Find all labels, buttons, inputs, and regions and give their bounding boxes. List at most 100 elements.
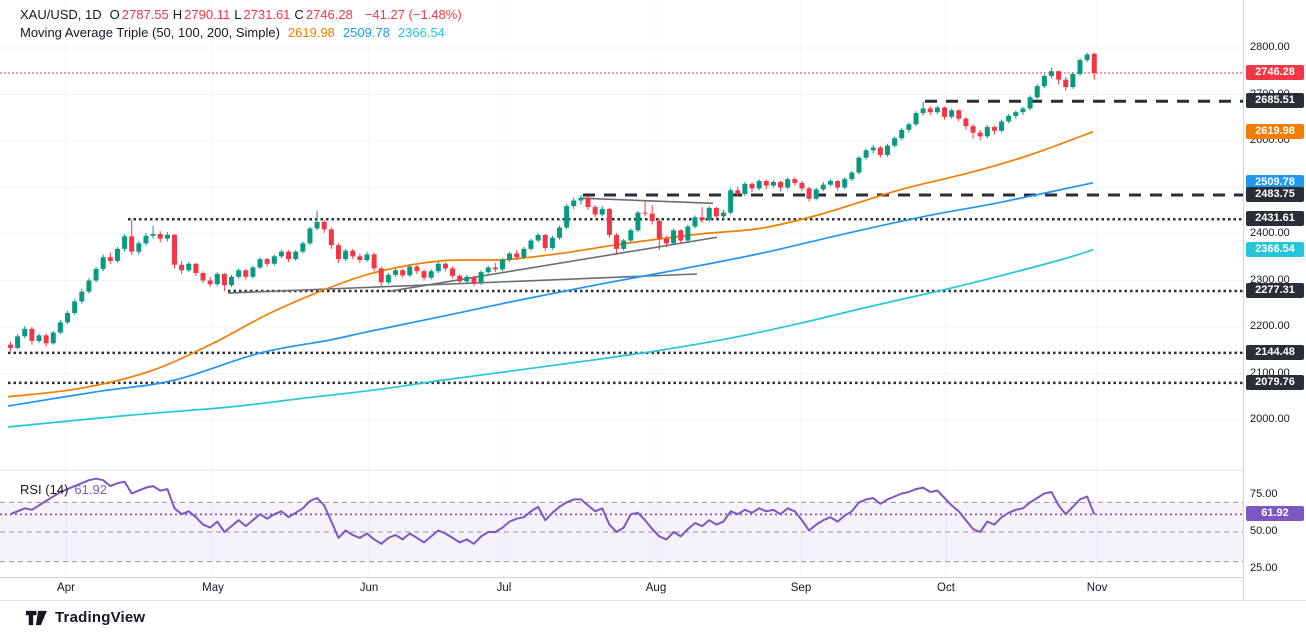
ma-100-line[interactable] [7, 181, 1094, 407]
candle-body[interactable] [671, 230, 677, 244]
candle-body[interactable] [820, 184, 826, 190]
candle-body[interactable] [649, 213, 655, 221]
candle-body[interactable] [578, 197, 584, 201]
candle-body[interactable] [314, 221, 320, 229]
candle-body[interactable] [827, 180, 833, 185]
candle-body[interactable] [136, 243, 142, 252]
candle-body[interactable] [400, 270, 406, 276]
candle-body[interactable] [86, 280, 92, 292]
candle-body[interactable] [870, 147, 876, 151]
candle-body[interactable] [214, 273, 220, 285]
candle-body[interactable] [592, 207, 598, 215]
candle-body[interactable] [499, 260, 505, 270]
candle-body[interactable] [371, 254, 377, 269]
candle-body[interactable] [428, 271, 434, 278]
candle-body[interactable] [599, 208, 605, 215]
candle-body[interactable] [328, 229, 334, 246]
candle-body[interactable] [706, 207, 712, 221]
rsi-title[interactable]: RSI (14) [20, 482, 69, 497]
candle-body[interactable] [856, 157, 862, 173]
candle-body[interactable] [849, 172, 855, 180]
candle-body[interactable] [29, 328, 35, 341]
candle-body[interactable] [606, 208, 612, 235]
candle-body[interactable] [892, 138, 898, 146]
candle-body[interactable] [471, 276, 477, 284]
candle-body[interactable] [806, 188, 812, 199]
candle-body[interactable] [635, 212, 641, 231]
candle-body[interactable] [414, 266, 420, 272]
candle-body[interactable] [642, 212, 648, 214]
candle-body[interactable] [278, 251, 284, 257]
candle-body[interactable] [970, 126, 976, 133]
candle-body[interactable] [621, 240, 627, 249]
chart-panes[interactable]: XAU/USD, 1D O 2787.55 H 2790.11 L 2731.61 C 274… [0, 0, 1243, 601]
candle-body[interactable] [286, 251, 292, 260]
candle-body[interactable] [942, 107, 948, 117]
candle-body[interactable] [1077, 60, 1083, 75]
candle-body[interactable] [1034, 86, 1040, 98]
candle-body[interactable] [728, 190, 734, 213]
candle-body[interactable] [15, 336, 21, 348]
candle-body[interactable] [1020, 108, 1026, 113]
time-axis[interactable]: Apr May Jun Jul Aug Sep Oct Nov [0, 577, 1243, 601]
candle-body[interactable] [991, 127, 997, 131]
candle-body[interactable] [927, 108, 933, 113]
candle-body[interactable] [842, 179, 848, 188]
candle-body[interactable] [179, 264, 185, 271]
candle-body[interactable] [549, 237, 555, 248]
candle-body[interactable] [799, 182, 805, 189]
candle-body[interactable] [164, 234, 170, 239]
candle-body[interactable] [143, 235, 149, 244]
candle-body[interactable] [628, 230, 634, 241]
candle-body[interactable] [785, 179, 791, 188]
candle-body[interactable] [72, 301, 78, 314]
candle-body[interactable] [357, 256, 363, 261]
price-axis[interactable]: 2800.002700.002600.002400.002300.002200.… [1243, 0, 1306, 600]
candle-body[interactable] [421, 271, 427, 278]
candle-body[interactable] [763, 180, 769, 186]
candle-body[interactable] [457, 275, 463, 282]
ma-50-line[interactable] [7, 130, 1094, 398]
candle-body[interactable] [43, 335, 49, 344]
candle-body[interactable] [114, 248, 120, 261]
candle-body[interactable] [57, 322, 63, 333]
candle-body[interactable] [1091, 53, 1097, 73]
ma-legend-row[interactable]: Moving Average Triple (50, 100, 200, Sim… [20, 24, 462, 42]
candle-body[interactable] [157, 234, 163, 239]
candle-body[interactable] [50, 332, 56, 344]
candle-body[interactable] [385, 274, 391, 283]
candle-body[interactable] [107, 257, 113, 261]
candle-body[interactable] [271, 256, 277, 264]
candle-body[interactable] [1006, 115, 1012, 122]
candle-body[interactable] [243, 270, 249, 277]
candle-body[interactable] [906, 124, 912, 130]
candle-body[interactable] [1056, 71, 1062, 80]
tradingview-logo[interactable]: TradingView [26, 609, 145, 626]
candle-body[interactable] [913, 113, 919, 125]
candle-body[interactable] [1048, 71, 1054, 76]
candle-body[interactable] [335, 245, 341, 260]
candle-body[interactable] [393, 270, 399, 275]
candle-body[interactable] [442, 263, 448, 269]
candle-body[interactable] [678, 230, 684, 241]
candle-body[interactable] [350, 250, 356, 257]
candle-body[interactable] [186, 263, 192, 271]
candle-body[interactable] [65, 313, 71, 323]
candle-body[interactable] [150, 234, 156, 236]
trendline[interactable] [389, 236, 718, 292]
candle-body[interactable] [963, 118, 969, 127]
candle-body[interactable] [293, 251, 299, 260]
candle-body[interactable] [171, 234, 177, 265]
candle-body[interactable] [778, 181, 784, 188]
candle-body[interactable] [535, 234, 541, 241]
candle-body[interactable] [1070, 74, 1076, 88]
candle-body[interactable] [492, 267, 498, 270]
candle-body[interactable] [699, 217, 705, 221]
candle-body[interactable] [200, 273, 206, 281]
candle-body[interactable] [813, 189, 819, 199]
candle-body[interactable] [193, 263, 199, 274]
candle-body[interactable] [663, 238, 669, 244]
candle-body[interactable] [585, 197, 591, 208]
candle-body[interactable] [949, 110, 955, 117]
price-chart[interactable] [0, 0, 1243, 600]
